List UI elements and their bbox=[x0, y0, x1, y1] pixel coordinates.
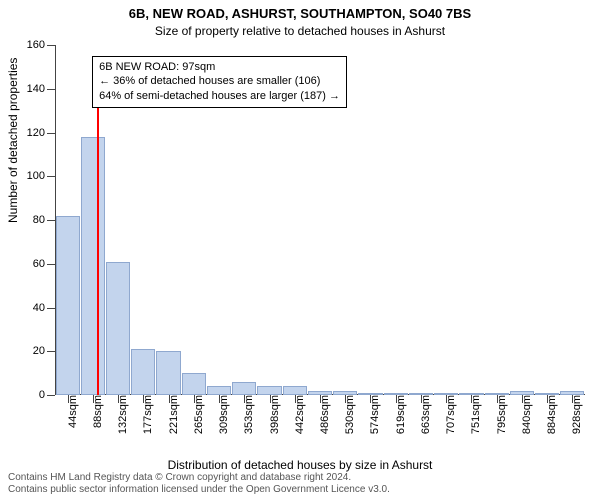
x-tick-label: 309sqm bbox=[208, 395, 230, 434]
credit-line-1: Contains HM Land Registry data © Crown c… bbox=[8, 472, 592, 484]
x-axis-label: Distribution of detached houses by size … bbox=[0, 458, 600, 472]
x-tick-label: 530sqm bbox=[334, 395, 356, 434]
x-tick-label: 132sqm bbox=[107, 395, 129, 434]
annotation-box: 6B NEW ROAD: 97sqm ← 36% of detached hou… bbox=[92, 56, 347, 109]
x-tick-label: 44sqm bbox=[57, 395, 79, 428]
x-tick-label: 795sqm bbox=[486, 395, 508, 434]
y-tick-label: 140 bbox=[27, 83, 55, 95]
x-tick-label: 88sqm bbox=[82, 395, 104, 428]
bar bbox=[207, 386, 231, 395]
bar bbox=[283, 386, 307, 395]
bar bbox=[182, 373, 206, 395]
credit-line-2: Contains public sector information licen… bbox=[8, 484, 592, 496]
chart-container: 6B, NEW ROAD, ASHURST, SOUTHAMPTON, SO40… bbox=[0, 0, 600, 500]
y-tick-label: 160 bbox=[27, 39, 55, 51]
y-tick-label: 100 bbox=[27, 170, 55, 182]
x-tick-label: 353sqm bbox=[233, 395, 255, 434]
x-tick-label: 177sqm bbox=[132, 395, 154, 434]
plot-area: 020406080100120140160 44sqm88sqm132sqm17… bbox=[55, 45, 585, 395]
bar bbox=[56, 216, 80, 395]
bar bbox=[232, 382, 256, 395]
annotation-line-3: 64% of semi-detached houses are larger (… bbox=[99, 89, 340, 104]
y-tick-label: 60 bbox=[33, 258, 55, 270]
marker-line bbox=[97, 77, 99, 396]
x-tick-label: 221sqm bbox=[158, 395, 180, 434]
bar bbox=[131, 349, 155, 395]
bar bbox=[156, 351, 180, 395]
y-axis-label: Number of detached properties bbox=[6, 58, 20, 223]
y-tick-label: 40 bbox=[33, 302, 55, 314]
x-tick-label: 442sqm bbox=[284, 395, 306, 434]
bar bbox=[106, 262, 130, 395]
x-tick-label: 574sqm bbox=[359, 395, 381, 434]
x-tick-label: 486sqm bbox=[309, 395, 331, 434]
y-tick-label: 20 bbox=[33, 345, 55, 357]
x-tick-label: 928sqm bbox=[561, 395, 583, 434]
credit-text: Contains HM Land Registry data © Crown c… bbox=[0, 472, 600, 500]
x-tick-label: 884sqm bbox=[536, 395, 558, 434]
y-tick-label: 80 bbox=[33, 214, 55, 226]
annotation-line-1: 6B NEW ROAD: 97sqm bbox=[99, 60, 340, 75]
x-tick-label: 707sqm bbox=[435, 395, 457, 434]
x-tick-label: 265sqm bbox=[183, 395, 205, 434]
bar bbox=[81, 137, 105, 395]
chart-title: 6B, NEW ROAD, ASHURST, SOUTHAMPTON, SO40… bbox=[0, 6, 600, 21]
x-tick-label: 840sqm bbox=[511, 395, 533, 434]
bar bbox=[257, 386, 281, 395]
y-tick-label: 0 bbox=[39, 389, 55, 401]
x-tick-label: 663sqm bbox=[410, 395, 432, 434]
x-tick-label: 619sqm bbox=[385, 395, 407, 434]
x-tick-label: 398sqm bbox=[259, 395, 281, 434]
x-tick-label: 751sqm bbox=[460, 395, 482, 434]
annotation-line-2: ← 36% of detached houses are smaller (10… bbox=[99, 74, 340, 89]
y-tick-label: 120 bbox=[27, 127, 55, 139]
chart-subtitle: Size of property relative to detached ho… bbox=[0, 24, 600, 38]
